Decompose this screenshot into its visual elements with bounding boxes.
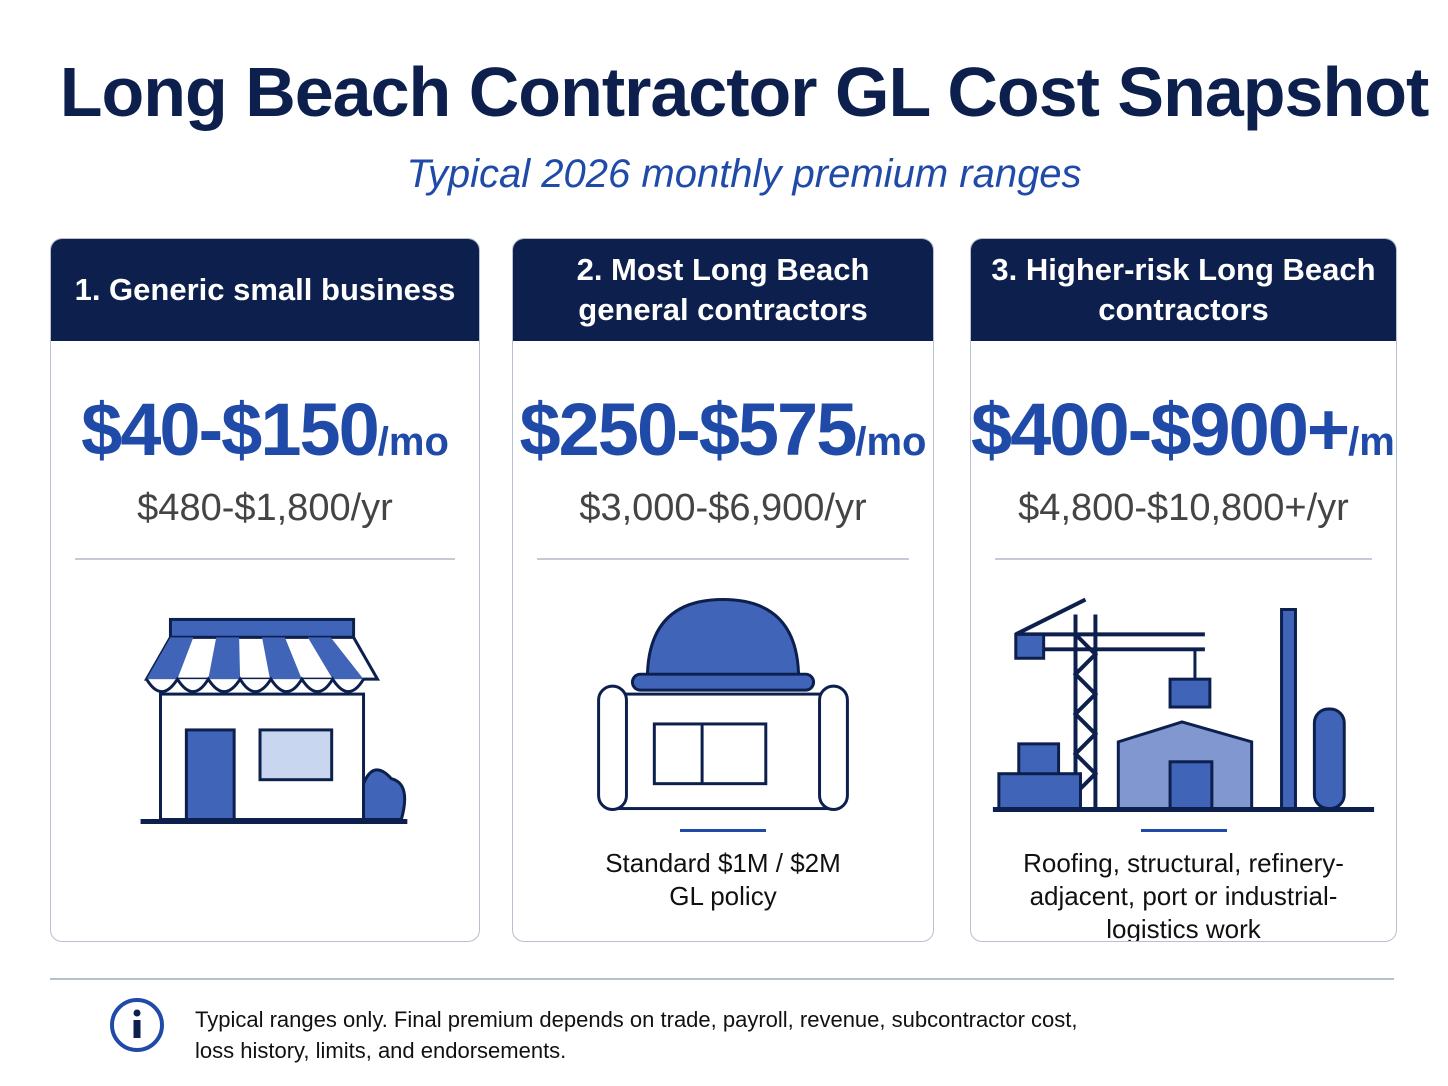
price-range: $40-$150	[81, 388, 380, 471]
yearly-price: $3,000-$6,900/yr	[579, 487, 867, 529]
card-heading: 2. Most Long Beach general contractors	[513, 239, 933, 341]
price-unit: /mo	[377, 420, 449, 464]
monthly-price: $250-$575/mo	[513, 387, 933, 472]
card-heading: 3. Higher-risk Long Beach contractors	[971, 239, 1396, 341]
industrial-icon	[992, 597, 1375, 813]
card-heading: 1. Generic small business	[51, 239, 479, 341]
monthly-price: $400-$900+/mo	[971, 387, 1396, 472]
heading-line: 2. Most Long Beach	[576, 252, 870, 287]
card: 3. Higher-risk Long Beach contractors $400…	[970, 238, 1397, 942]
note-line: Standard $1M / $2M	[605, 848, 841, 878]
note-line: logistics work	[1106, 914, 1261, 942]
footer-line: Typical ranges only. Final premium depen…	[195, 1007, 1078, 1032]
title: Long Beach Contractor GL Cost Snapshot	[59, 53, 1430, 131]
divider	[995, 558, 1372, 560]
card: 2. Most Long Beach general contractors $25…	[512, 238, 934, 942]
heading-line: 3. Higher-risk Long Beach	[991, 252, 1376, 287]
footer-divider	[50, 978, 1394, 980]
divider	[537, 558, 909, 560]
price-range: $250-$575	[519, 388, 857, 471]
yearly-price: $4,800-$10,800+/yr	[1018, 487, 1349, 529]
note-line: adjacent, port or industrial-	[1029, 881, 1338, 911]
info-icon	[110, 998, 164, 1052]
price-unit: /mo	[1348, 420, 1396, 464]
heading-line: 1. Generic small business	[74, 272, 456, 307]
yearly-price: $480-$1,800/yr	[137, 487, 393, 529]
store-icon	[140, 617, 408, 824]
helmet-blueprint-icon	[597, 598, 849, 812]
monthly-price: $40-$150/mo	[51, 387, 479, 472]
footer-note: Typical ranges only. Final premium depen…	[195, 1004, 1078, 1066]
heading-line: general contractors	[578, 292, 868, 327]
note-line: GL policy	[669, 881, 777, 911]
subtitle: Typical 2026 monthly premium ranges	[406, 152, 1082, 196]
card-note: Standard $1M / $2M GL policy	[513, 847, 933, 913]
heading-line: contractors	[1098, 292, 1269, 327]
card-note: Roofing, structural, refinery-adjacent, …	[971, 847, 1396, 942]
card: 1. Generic small business $40-$150/mo $480…	[50, 238, 480, 942]
price-range: $400-$900+	[971, 388, 1350, 471]
note-bar	[1140, 829, 1227, 832]
price-unit: /mo	[855, 420, 927, 464]
note-line: Roofing, structural, refinery-	[1023, 848, 1344, 878]
divider	[75, 558, 455, 560]
footer-line: loss history, limits, and endorsements.	[195, 1038, 567, 1063]
note-bar	[680, 829, 766, 832]
